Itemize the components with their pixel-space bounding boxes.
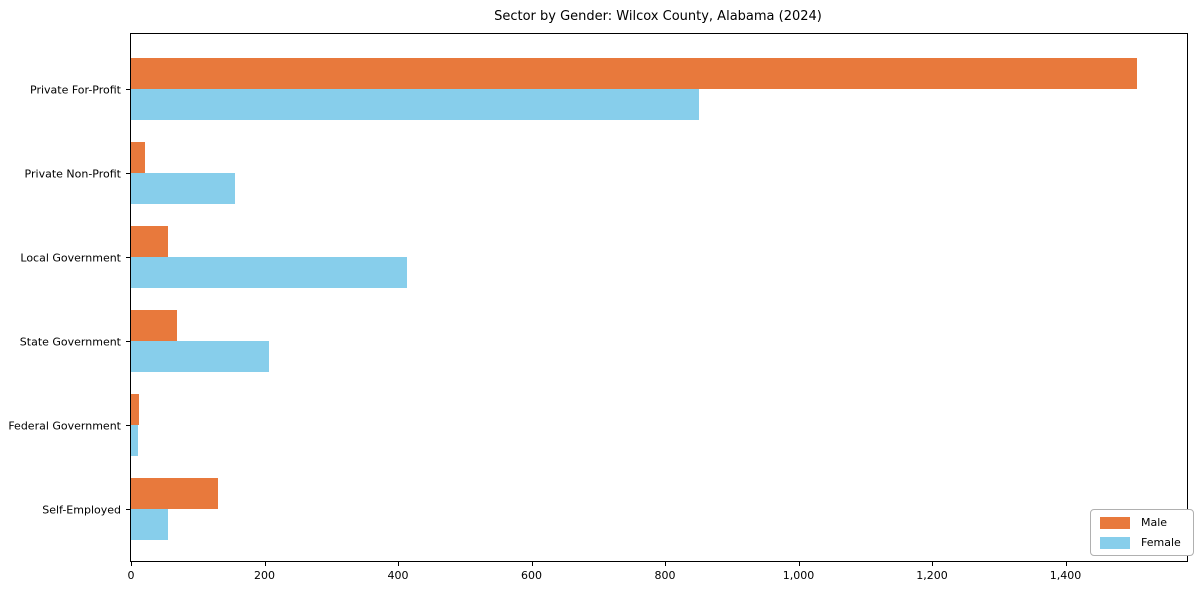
y-tick-label-private-for-profit: Private For-Profit: [30, 83, 121, 97]
bar-female-state-government: [131, 341, 270, 372]
x-tick-label-1200: 1,200: [916, 569, 948, 582]
x-tick-mark: [531, 561, 533, 566]
x-tick-mark: [131, 561, 132, 566]
male-series-swatch: [1100, 516, 1130, 529]
bar-female-private-for-profit: [131, 89, 700, 120]
y-tick-mark: [126, 173, 131, 174]
x-tick-mark: [798, 561, 800, 566]
chart-title: Sector by Gender: Wilcox County, Alabama…: [494, 9, 822, 24]
y-tick-label-private-non-profit: Private Non-Profit: [24, 167, 121, 181]
legend-item-male: Male: [1100, 516, 1181, 529]
x-tick-label-400: 400: [387, 569, 409, 582]
bar-male-state-government: [131, 310, 178, 341]
bar-female-local-government: [131, 257, 407, 288]
y-tick-mark: [126, 509, 131, 510]
y-tick-mark: [126, 425, 131, 426]
x-tick-label-800: 800: [654, 569, 676, 582]
y-tick-label-state-government: State Government: [19, 335, 121, 349]
bar-female-self-employed: [131, 509, 169, 540]
legend: Male Female: [1090, 509, 1194, 556]
x-tick-mark: [398, 561, 399, 566]
y-tick-label-local-government: Local Government: [20, 251, 121, 265]
bar-female-private-non-profit: [131, 173, 236, 204]
x-tick-label-600: 600: [521, 569, 542, 582]
x-tick-label-1000: 1,000: [782, 569, 815, 582]
bar-male-self-employed: [131, 478, 218, 509]
bar-male-federal-government: [131, 394, 139, 425]
bar-female-federal-government: [131, 425, 138, 456]
bar-male-private-non-profit: [131, 142, 145, 173]
x-tick-label-1400: 1,400: [1049, 569, 1082, 582]
x-tick-mark: [932, 561, 933, 566]
legend-item-female: Female: [1100, 536, 1181, 549]
y-tick-mark: [126, 341, 131, 342]
x-tick-mark: [665, 561, 666, 566]
x-tick-mark: [264, 561, 266, 566]
x-tick-label-0: 0: [127, 569, 135, 582]
y-tick-mark: [126, 257, 131, 258]
bar-male-private-for-profit: [131, 58, 1137, 89]
y-tick-mark: [126, 89, 131, 90]
x-tick-mark: [1065, 561, 1067, 566]
legend-label-female: Female: [1141, 536, 1181, 549]
legend-label-male: Male: [1141, 516, 1168, 529]
y-tick-label-federal-government: Federal Government: [8, 419, 121, 433]
y-tick-label-self-employed: Self-Employed: [42, 503, 121, 517]
plot-area: Private For-Profit Private Non-Profit Loca…: [8, 33, 1188, 582]
female-series-swatch: [1100, 536, 1130, 549]
bar-male-local-government: [131, 226, 168, 257]
x-tick-label-200: 200: [254, 569, 275, 582]
